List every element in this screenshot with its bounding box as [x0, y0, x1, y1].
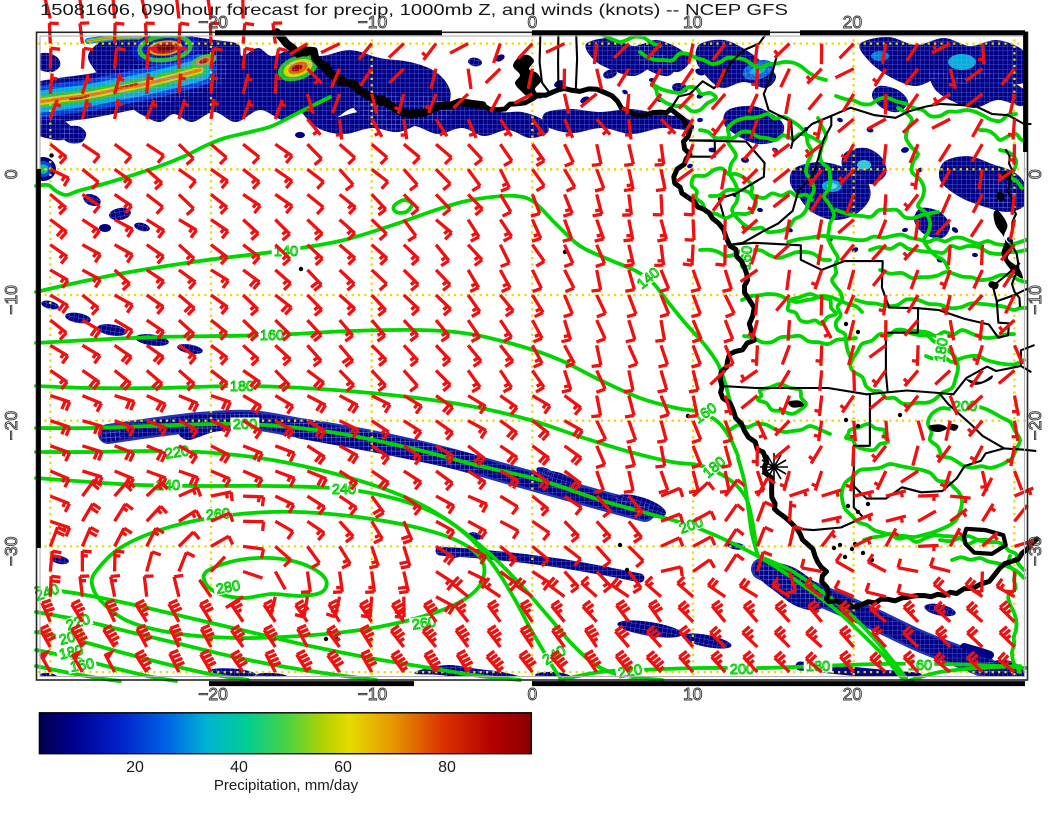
svg-text:−20: −20 — [198, 684, 228, 704]
svg-text:−10: −10 — [358, 12, 388, 32]
svg-text:200: 200 — [730, 662, 754, 678]
svg-text:−10: −10 — [358, 684, 388, 704]
svg-text:20: 20 — [126, 759, 144, 776]
svg-text:80: 80 — [438, 759, 456, 776]
svg-text:220: 220 — [64, 612, 92, 635]
svg-text:−10: −10 — [1025, 285, 1045, 315]
svg-text:180: 180 — [58, 643, 85, 664]
svg-text:0: 0 — [1, 169, 21, 179]
svg-text:160: 160 — [260, 328, 284, 344]
svg-text:180: 180 — [230, 379, 254, 395]
svg-text:10: 10 — [683, 684, 703, 704]
svg-text:240: 240 — [332, 482, 356, 498]
svg-text:40: 40 — [230, 759, 248, 776]
svg-text:20: 20 — [843, 684, 863, 704]
svg-text:240: 240 — [156, 478, 180, 494]
svg-text:200: 200 — [953, 399, 977, 415]
svg-text:−20: −20 — [1025, 411, 1045, 441]
svg-text:−30: −30 — [1025, 536, 1045, 566]
svg-text:20: 20 — [843, 12, 863, 32]
svg-text:180: 180 — [932, 337, 951, 363]
svg-text:220: 220 — [164, 443, 190, 462]
svg-text:0: 0 — [1025, 169, 1045, 179]
svg-text:−10: −10 — [1, 285, 21, 315]
svg-text:60: 60 — [334, 759, 352, 776]
svg-text:−20: −20 — [1, 411, 21, 441]
svg-text:0: 0 — [528, 12, 538, 32]
svg-text:0: 0 — [528, 684, 538, 704]
svg-text:Precipitation, mm/day: Precipitation, mm/day — [214, 777, 359, 794]
svg-text:10: 10 — [683, 12, 703, 32]
svg-text:−30: −30 — [1, 536, 21, 566]
svg-text:15081606, 090 hour forecast fo: 15081606, 090 hour forecast for precip, … — [40, 2, 788, 19]
svg-text:−20: −20 — [198, 12, 228, 32]
svg-text:200: 200 — [233, 417, 257, 433]
svg-text:280: 280 — [215, 578, 242, 598]
